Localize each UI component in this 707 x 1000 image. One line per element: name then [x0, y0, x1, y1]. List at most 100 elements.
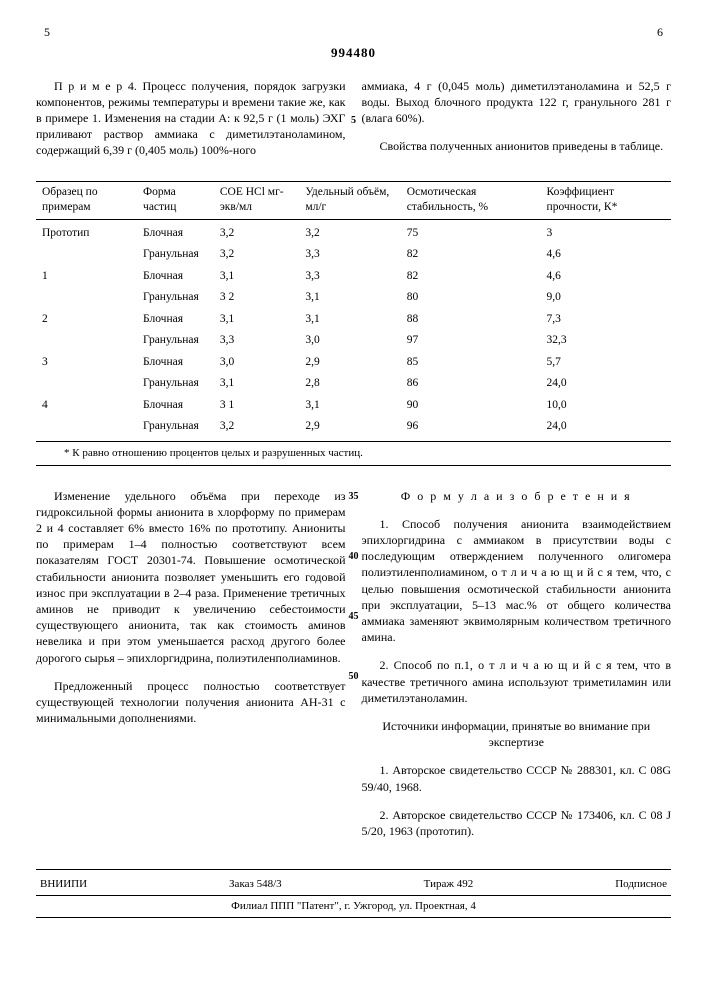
table-cell: 80: [401, 287, 541, 309]
table-cell: 3,0: [299, 330, 400, 352]
claim-1: 1. Способ получения анионита взаимодейст…: [362, 516, 672, 646]
line-num-5: 5: [351, 114, 356, 128]
table-cell: 2,9: [299, 352, 400, 374]
table-cell: [36, 244, 137, 266]
table-cell: 3,2: [299, 219, 400, 244]
table-intro: Свойства полученных анионитов приведены …: [362, 138, 672, 154]
table-row: Гранульная3 23,1809,0: [36, 287, 671, 309]
table-cell: 3,1: [214, 373, 299, 395]
colophon-order: Заказ 548/3: [229, 877, 282, 892]
table-cell: [36, 330, 137, 352]
table-row: 1Блочная3,13,3824,6: [36, 266, 671, 288]
th-osmotic: Осмотическая стабильность, %: [401, 181, 541, 219]
table-cell: 3,0: [214, 352, 299, 374]
th-volume: Удельный объём, мл/г: [299, 181, 400, 219]
colophon-copies: Тираж 492: [424, 877, 474, 892]
table-cell: Гранульная: [137, 287, 214, 309]
source-2: 2. Авторское свидетельство СССР № 173406…: [362, 807, 672, 839]
table-cell: 3: [541, 219, 671, 244]
table-row: 3Блочная3,02,9855,7: [36, 352, 671, 374]
table-cell: 3,3: [214, 330, 299, 352]
colophon-address: Филиал ППП "Патент", г. Ужгород, ул. Про…: [36, 896, 671, 918]
table-cell: 2,8: [299, 373, 400, 395]
table-cell: 97: [401, 330, 541, 352]
table-cell: 4: [36, 395, 137, 417]
table-cell: 3,1: [299, 287, 400, 309]
source-1: 1. Авторское свидетельство СССР № 288301…: [362, 762, 672, 794]
table-cell: 85: [401, 352, 541, 374]
table-row: 4Блочная3 13,19010,0: [36, 395, 671, 417]
table-cell: 82: [401, 244, 541, 266]
discussion-para-1: Изменение удельного объёма при переходе …: [36, 488, 346, 666]
table-cell: 9,0: [541, 287, 671, 309]
table-cell: Гранульная: [137, 373, 214, 395]
table-cell: 3,3: [299, 244, 400, 266]
table-cell: 3 1: [214, 395, 299, 417]
colophon-org: ВНИИПИ: [40, 877, 87, 892]
table-cell: 24,0: [541, 416, 671, 441]
th-strength: Коэффициент прочности, К*: [541, 181, 671, 219]
table-cell: 86: [401, 373, 541, 395]
example-4-right-1: аммиака, 4 г (0,045 моль) диметилэтанола…: [362, 78, 672, 127]
page-num-right: 6: [657, 24, 663, 40]
table-cell: Блочная: [137, 266, 214, 288]
table-row: Гранульная3,12,88624,0: [36, 373, 671, 395]
table-cell: 75: [401, 219, 541, 244]
table-cell: Блочная: [137, 352, 214, 374]
table-cell: Гранульная: [137, 330, 214, 352]
table-cell: 3,2: [214, 244, 299, 266]
table-cell: 3 2: [214, 287, 299, 309]
line-num-40: 40: [349, 550, 359, 564]
table-cell: [36, 373, 137, 395]
table-cell: 3,2: [214, 416, 299, 441]
table-cell: 88: [401, 309, 541, 331]
table-cell: 5,7: [541, 352, 671, 374]
example-4-left: П р и м е р 4. Процесс получения, порядо…: [36, 78, 346, 159]
claim-2: 2. Способ по п.1, о т л и ч а ю щ и й с …: [362, 657, 672, 706]
table-cell: Блочная: [137, 219, 214, 244]
table-cell: Блочная: [137, 395, 214, 417]
table-row: 2Блочная3,13,1887,3: [36, 309, 671, 331]
table-cell: [36, 416, 137, 441]
table-cell: 4,6: [541, 244, 671, 266]
formula-title: Ф о р м у л а и з о б р е т е н и я: [362, 488, 672, 504]
table-cell: 82: [401, 266, 541, 288]
table-cell: Блочная: [137, 309, 214, 331]
colophon-block: ВНИИПИ Заказ 548/3 Тираж 492 Подписное Ф…: [36, 869, 671, 918]
colophon-sub: Подписное: [615, 877, 667, 892]
table-cell: 1: [36, 266, 137, 288]
table-cell: [36, 287, 137, 309]
table-row: Гранульная3,23,3824,6: [36, 244, 671, 266]
table-cell: 3,1: [299, 309, 400, 331]
doc-number: 994480: [36, 44, 671, 62]
discussion-para-2: Предложенный процесс полностью соответст…: [36, 678, 346, 727]
line-num-35: 35: [349, 490, 359, 504]
table-cell: 96: [401, 416, 541, 441]
table-cell: Гранульная: [137, 416, 214, 441]
table-cell: 3,2: [214, 219, 299, 244]
table-cell: 32,3: [541, 330, 671, 352]
table-row: Гранульная3,33,09732,3: [36, 330, 671, 352]
table-cell: 3,1: [299, 395, 400, 417]
table-cell: 24,0: [541, 373, 671, 395]
th-coe: СОЕ HCl мг-экв/мл: [214, 181, 299, 219]
table-cell: 10,0: [541, 395, 671, 417]
table-cell: 3,1: [214, 266, 299, 288]
properties-table: Образец по примерам Форма частиц СОЕ HCl…: [36, 181, 671, 442]
table-cell: 2,9: [299, 416, 400, 441]
th-sample: Образец по примерам: [36, 181, 137, 219]
table-cell: 3: [36, 352, 137, 374]
table-row: Гранульная3,22,99624,0: [36, 416, 671, 441]
line-num-50: 50: [349, 670, 359, 684]
page-num-left: 5: [44, 24, 50, 40]
table-cell: 2: [36, 309, 137, 331]
table-cell: 4,6: [541, 266, 671, 288]
table-footnote: * К равно отношению процентов целых и ра…: [36, 446, 671, 466]
line-num-45: 45: [349, 610, 359, 624]
table-row: ПрототипБлочная3,23,2753: [36, 219, 671, 244]
sources-title: Источники информации, принятые во вниман…: [362, 718, 672, 750]
th-form: Форма частиц: [137, 181, 214, 219]
table-cell: 3,3: [299, 266, 400, 288]
table-cell: Гранульная: [137, 244, 214, 266]
table-cell: 90: [401, 395, 541, 417]
